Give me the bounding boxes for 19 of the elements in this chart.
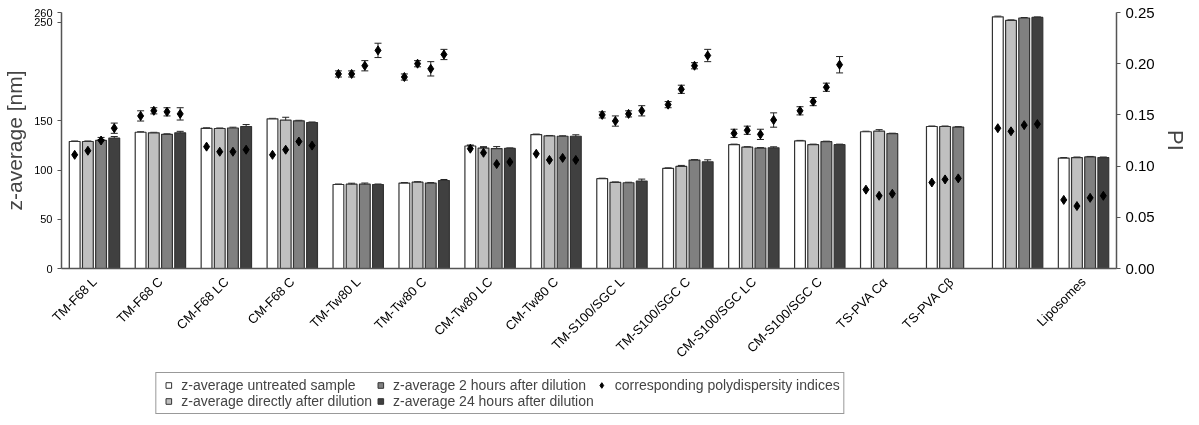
y-tick-label: 150 [34,114,53,127]
y2-tick-label: 0.00 [1125,259,1155,277]
y2-tick-label: 0.25 [1125,3,1155,21]
y-axis-title: z-average [nm] [3,70,27,211]
y2-tick-label: 0.20 [1125,54,1155,72]
y-tick-label: 260 [34,6,53,19]
y-tick-label: 250 [34,16,53,29]
legend-label: z-average untreated sample [181,377,356,393]
y2-axis-title: PI [1162,130,1188,151]
y2-tick-label: 0.05 [1125,208,1155,226]
legend-label: z-average directly after dilution [181,393,372,409]
y2-tick-label: 0.15 [1125,105,1155,123]
legend-label: z-average 2 hours after dilution [392,377,586,393]
y2-tick-label: 0.10 [1125,157,1155,175]
y-tick-label: 0 [46,262,53,275]
y-tick-label: 50 [40,213,53,226]
legend-label: corresponding polydispersity indices [614,377,840,393]
y-tick-label: 100 [34,164,53,177]
legend-label: z-average 24 hours after dilution [392,393,594,409]
